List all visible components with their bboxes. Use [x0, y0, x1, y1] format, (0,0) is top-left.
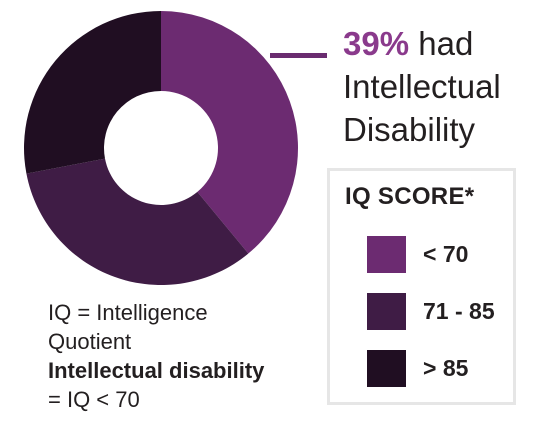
- footnote: IQ = Intelligence Quotient Intellectual …: [48, 298, 318, 414]
- legend-label-71-85: 71 - 85: [423, 298, 495, 324]
- footnote-line2: Quotient: [48, 329, 132, 354]
- headline-percent: 39%: [343, 25, 410, 62]
- headline-line1: 39% had: [343, 22, 501, 65]
- legend-swatch-lt70: [367, 236, 406, 273]
- legend-swatch-71-85: [367, 293, 406, 330]
- headline-line3: Disability: [343, 111, 476, 148]
- footnote-line1: IQ = Intelligence: [48, 298, 318, 327]
- footnote-line4: = IQ < 70: [48, 387, 140, 412]
- donut-slice-0: [161, 11, 298, 254]
- donut-chart: [23, 11, 298, 285]
- legend-label-lt70: < 70: [423, 241, 469, 267]
- footnote-line3: Intellectual disability: [48, 358, 265, 383]
- footnote-iq-expansion: = Intelligence: [71, 300, 208, 325]
- footnote-iq-abbr: IQ: [48, 300, 72, 325]
- headline-text1: had: [418, 25, 474, 62]
- donut-slice-1: [26, 158, 249, 285]
- headline-line2: Intellectual: [343, 68, 501, 105]
- headline: 39% had Intellectual Disability: [343, 22, 501, 151]
- legend-swatch-gt85: [367, 350, 406, 387]
- legend-title: IQ SCORE*: [345, 183, 475, 210]
- legend-box: [327, 168, 516, 405]
- donut-slice-2: [23, 11, 161, 174]
- legend-label-gt85: > 85: [423, 355, 469, 381]
- callout-line: [270, 53, 327, 58]
